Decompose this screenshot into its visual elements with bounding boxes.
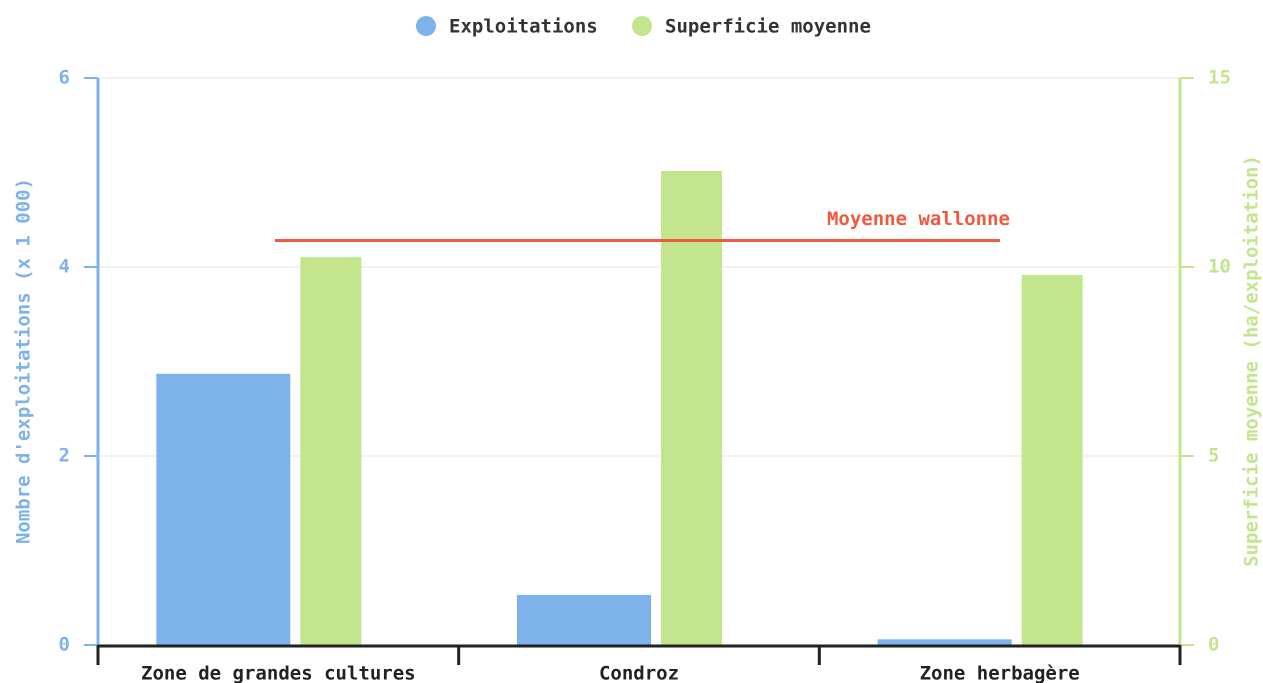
bar [661, 170, 722, 645]
bar [1021, 274, 1083, 645]
y2-axis-label: Superficie moyenne (ha/exploitation) [1241, 155, 1263, 567]
y2-tick-label: 0 [1208, 634, 1219, 656]
legend-swatch [632, 16, 652, 36]
y-tick-label: 2 [59, 445, 70, 467]
bar [517, 594, 651, 645]
x-tick-label: Condroz [599, 663, 679, 683]
y-tick-label: 6 [59, 67, 70, 89]
y-tick-label: 0 [59, 634, 70, 656]
legend-swatch [416, 16, 436, 36]
y2-tick-label: 5 [1208, 445, 1219, 467]
legend-label: Superficie moyenne [665, 16, 871, 38]
y-axis-label: Nombre d'exploitations (x 1 000) [13, 178, 35, 544]
reference-label: Moyenne wallonne [827, 208, 1010, 230]
bar [877, 639, 1012, 645]
x-tick-label: Zone de grandes cultures [141, 663, 416, 683]
y2-tick-label: 15 [1208, 67, 1231, 89]
y2-tick-label: 10 [1208, 256, 1231, 278]
bar [156, 373, 291, 645]
x-tick-label: Zone herbagère [920, 663, 1080, 683]
bar [300, 257, 362, 645]
legend-label: Exploitations [449, 16, 598, 38]
y-tick-label: 4 [59, 256, 70, 278]
